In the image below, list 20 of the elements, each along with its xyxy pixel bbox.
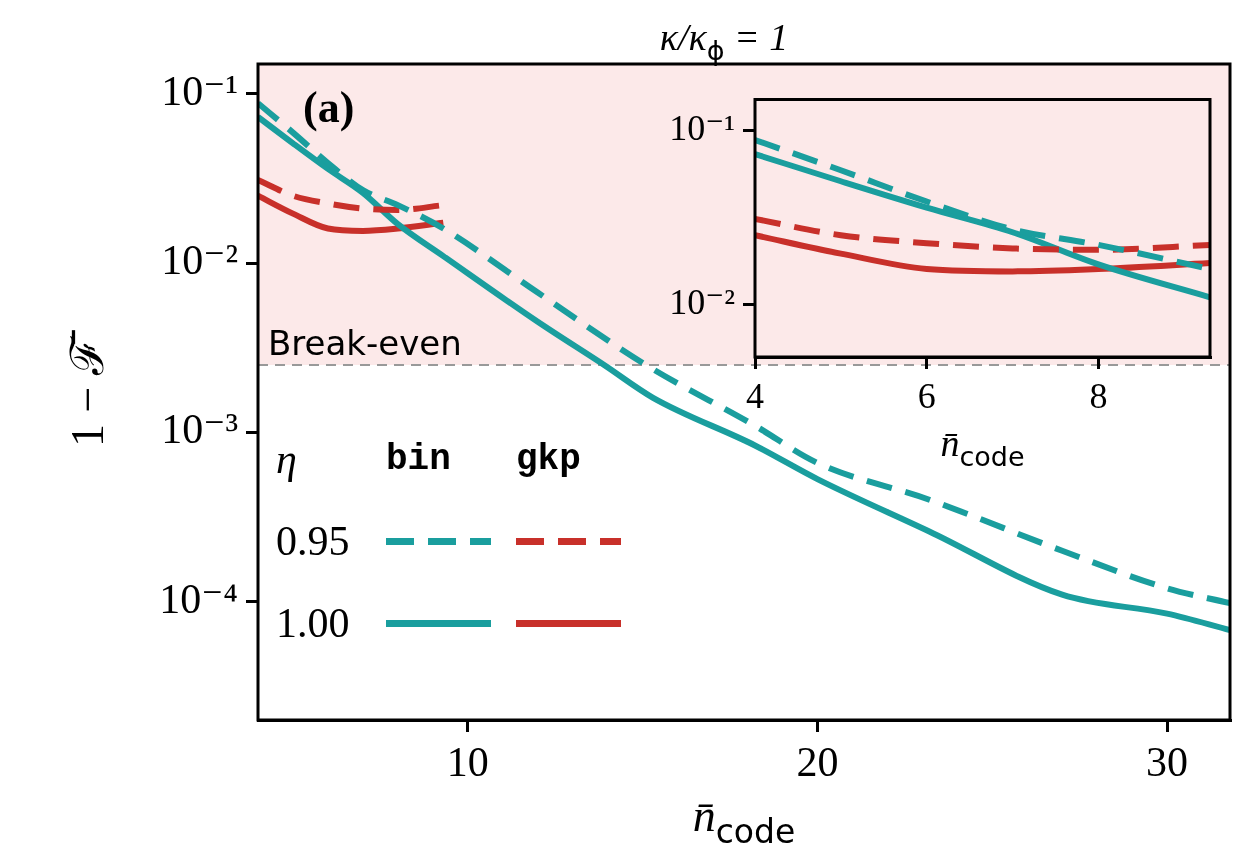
y-tick-label: 10⁻¹ (161, 67, 238, 114)
annotation: 1.00 (276, 599, 351, 647)
y-tick-label: 10⁻² (669, 282, 735, 322)
annotation: (a) (303, 83, 355, 132)
y-tick-label: 10⁻⁴ (159, 575, 238, 622)
x-tick-label: 6 (917, 376, 936, 417)
x-tick-label: 8 (1089, 376, 1108, 417)
annotation: gkp (516, 438, 582, 480)
x-tick-label: 20 (796, 739, 839, 786)
legend-title: η (276, 435, 298, 483)
annotation: bin (386, 438, 452, 480)
ref-line-label: Break-even (268, 323, 462, 364)
x-tick-label: 4 (746, 376, 764, 417)
y-tick-label: 10⁻¹ (669, 107, 735, 148)
x-tick-label: 10 (446, 739, 489, 786)
x-tick-label: 30 (1146, 739, 1189, 786)
y-tick-label: 10⁻² (161, 237, 238, 284)
y-tick-label: 10⁻³ (161, 406, 238, 453)
annotation: 0.95 (276, 517, 351, 565)
y-axis-title: 1 − ℱ̄ (62, 330, 114, 447)
